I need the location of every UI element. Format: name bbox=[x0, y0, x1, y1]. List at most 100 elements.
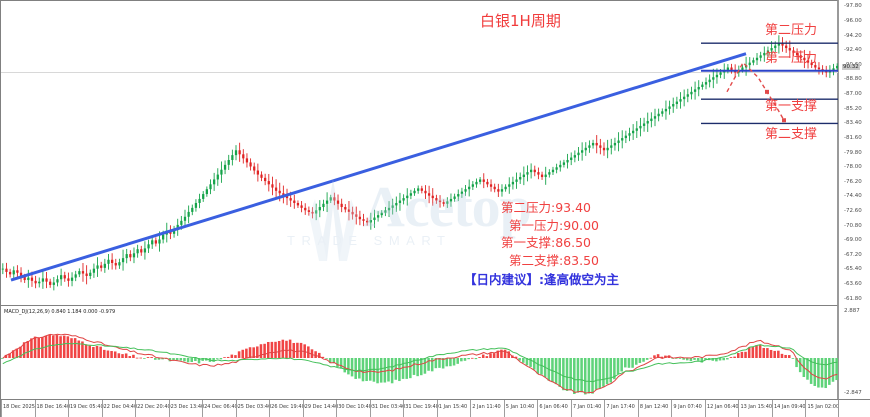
time-axis-tick: 24 Dec 06:40 bbox=[204, 404, 238, 410]
macd-histogram-bar bbox=[620, 358, 623, 372]
candle-body bbox=[486, 181, 489, 185]
candle-body bbox=[504, 186, 507, 190]
macd-histogram-bar bbox=[358, 358, 361, 379]
candle-body bbox=[78, 271, 81, 275]
macd-histogram-bar bbox=[715, 358, 718, 362]
candle-body bbox=[493, 186, 496, 190]
forecast-marker bbox=[765, 89, 769, 94]
candle-body bbox=[249, 162, 252, 167]
macd-histogram-bar bbox=[766, 348, 769, 358]
candle-body bbox=[435, 198, 438, 201]
macd-histogram-bar bbox=[135, 357, 139, 359]
macd-histogram-bar bbox=[194, 358, 197, 361]
macd-histogram-bar bbox=[288, 339, 292, 358]
macd-histogram-bar bbox=[722, 358, 725, 361]
candle-body bbox=[318, 207, 321, 211]
label-resistance-2: 第二压力 bbox=[765, 23, 818, 38]
candle-body bbox=[315, 210, 318, 214]
macd-histogram-bar bbox=[219, 358, 223, 360]
candle-body bbox=[151, 240, 154, 245]
candle-body bbox=[642, 123, 646, 126]
macd-histogram-bar bbox=[4, 354, 8, 358]
time-axis-separator bbox=[403, 400, 405, 417]
macd-histogram-bar bbox=[602, 358, 605, 387]
time-axis-separator bbox=[570, 400, 572, 417]
candle-body bbox=[271, 184, 274, 188]
time-axis[interactable]: 18 Dec 2025 18 Dec 16:40 19 Dec 05:40 22 De… bbox=[0, 399, 839, 417]
macd-histogram-bar bbox=[292, 342, 296, 358]
macd-histogram-bar bbox=[758, 344, 762, 358]
candle-body bbox=[781, 43, 784, 46]
macd-histogram-bar bbox=[245, 348, 248, 358]
time-axis-separator bbox=[135, 400, 137, 417]
macd-indicator-pane[interactable]: MACD_DJ(12,26,9) 0.840 1.184 0.000 -0.97… bbox=[0, 305, 838, 399]
macd-histogram-bar bbox=[379, 358, 383, 383]
macd-histogram-bar bbox=[37, 337, 40, 358]
macd-histogram-bar bbox=[798, 358, 802, 373]
macd-histogram-bar bbox=[124, 353, 128, 358]
candle-body bbox=[438, 200, 442, 203]
price-axis-tick: -74.40 bbox=[844, 193, 862, 200]
macd-histogram-bar bbox=[474, 358, 478, 360]
time-axis-separator bbox=[604, 400, 606, 417]
candle-body bbox=[402, 198, 405, 201]
candle-body bbox=[118, 262, 121, 266]
macd-histogram-bar bbox=[726, 358, 729, 360]
price-axis[interactable]: -97.80-96.00-94.20-92.40-90.60-88.80-87.… bbox=[838, 0, 870, 399]
macd-histogram-bar bbox=[11, 350, 15, 358]
uptrend-line bbox=[10, 52, 747, 282]
macd-histogram-bar bbox=[438, 358, 441, 368]
time-axis-tick: 18 Dec 16:40 bbox=[36, 404, 71, 410]
candle-body bbox=[664, 108, 668, 112]
time-axis-tick: 22 Dec 20:40 bbox=[137, 404, 171, 410]
candle-body bbox=[369, 220, 372, 223]
macd-histogram-bar bbox=[660, 356, 664, 358]
candle-body bbox=[766, 50, 770, 53]
macd-histogram-bar bbox=[106, 350, 110, 358]
candle-body bbox=[274, 187, 278, 191]
candle-body bbox=[12, 270, 15, 275]
candle-body bbox=[70, 277, 74, 281]
macd-histogram-bar bbox=[248, 347, 252, 358]
candle-body bbox=[599, 145, 602, 148]
candle-body bbox=[110, 259, 114, 264]
macd-histogram-bar bbox=[500, 349, 503, 358]
price-axis-tick: -72.60 bbox=[844, 207, 862, 214]
candle-body bbox=[693, 89, 697, 92]
candle-body bbox=[16, 270, 19, 273]
time-axis-tick: 22 Dec 04:40 bbox=[103, 404, 138, 410]
macd-histogram-bar bbox=[631, 358, 634, 368]
candle-body bbox=[216, 174, 219, 180]
macd-histogram-bar bbox=[77, 340, 81, 358]
candle-body bbox=[537, 172, 540, 175]
macd-histogram-bar bbox=[401, 358, 405, 379]
macd-histogram-bar bbox=[113, 351, 117, 358]
candle-body bbox=[497, 189, 500, 192]
price-axis-tick: -70.80 bbox=[844, 222, 862, 229]
time-axis-separator bbox=[235, 400, 237, 417]
time-axis-separator bbox=[704, 400, 706, 417]
macd-histogram-bar bbox=[777, 350, 780, 358]
macd-histogram-bar bbox=[73, 338, 77, 358]
candle-body bbox=[726, 67, 730, 70]
candle-body bbox=[777, 43, 781, 46]
candle-body bbox=[362, 219, 365, 221]
candle-body bbox=[752, 60, 755, 63]
macd-histogram-bar bbox=[197, 358, 201, 364]
macd-histogram-bar bbox=[1, 358, 4, 359]
macd-histogram-bar bbox=[179, 358, 183, 361]
candle-body bbox=[238, 150, 241, 155]
key-level-item: 第二支撑:83.50 bbox=[509, 252, 599, 268]
candle-body bbox=[540, 174, 544, 178]
macd-histogram-bar bbox=[412, 358, 416, 375]
macd-histogram-bar bbox=[460, 358, 463, 362]
time-axis-tick: 29 Dec 14:40 bbox=[304, 404, 339, 410]
macd-histogram-bar bbox=[30, 338, 33, 358]
macd-histogram-bar bbox=[583, 358, 587, 395]
macd-histogram-bar bbox=[540, 358, 543, 375]
macd-histogram-bar bbox=[678, 358, 682, 359]
candle-body bbox=[836, 65, 839, 69]
price-chart-pane[interactable]: Acetop TRADE SMART 白银1H周期 第二压力 第一压力 第一支撑… bbox=[0, 0, 839, 305]
candle-body bbox=[613, 142, 617, 146]
candle-body bbox=[304, 207, 307, 211]
